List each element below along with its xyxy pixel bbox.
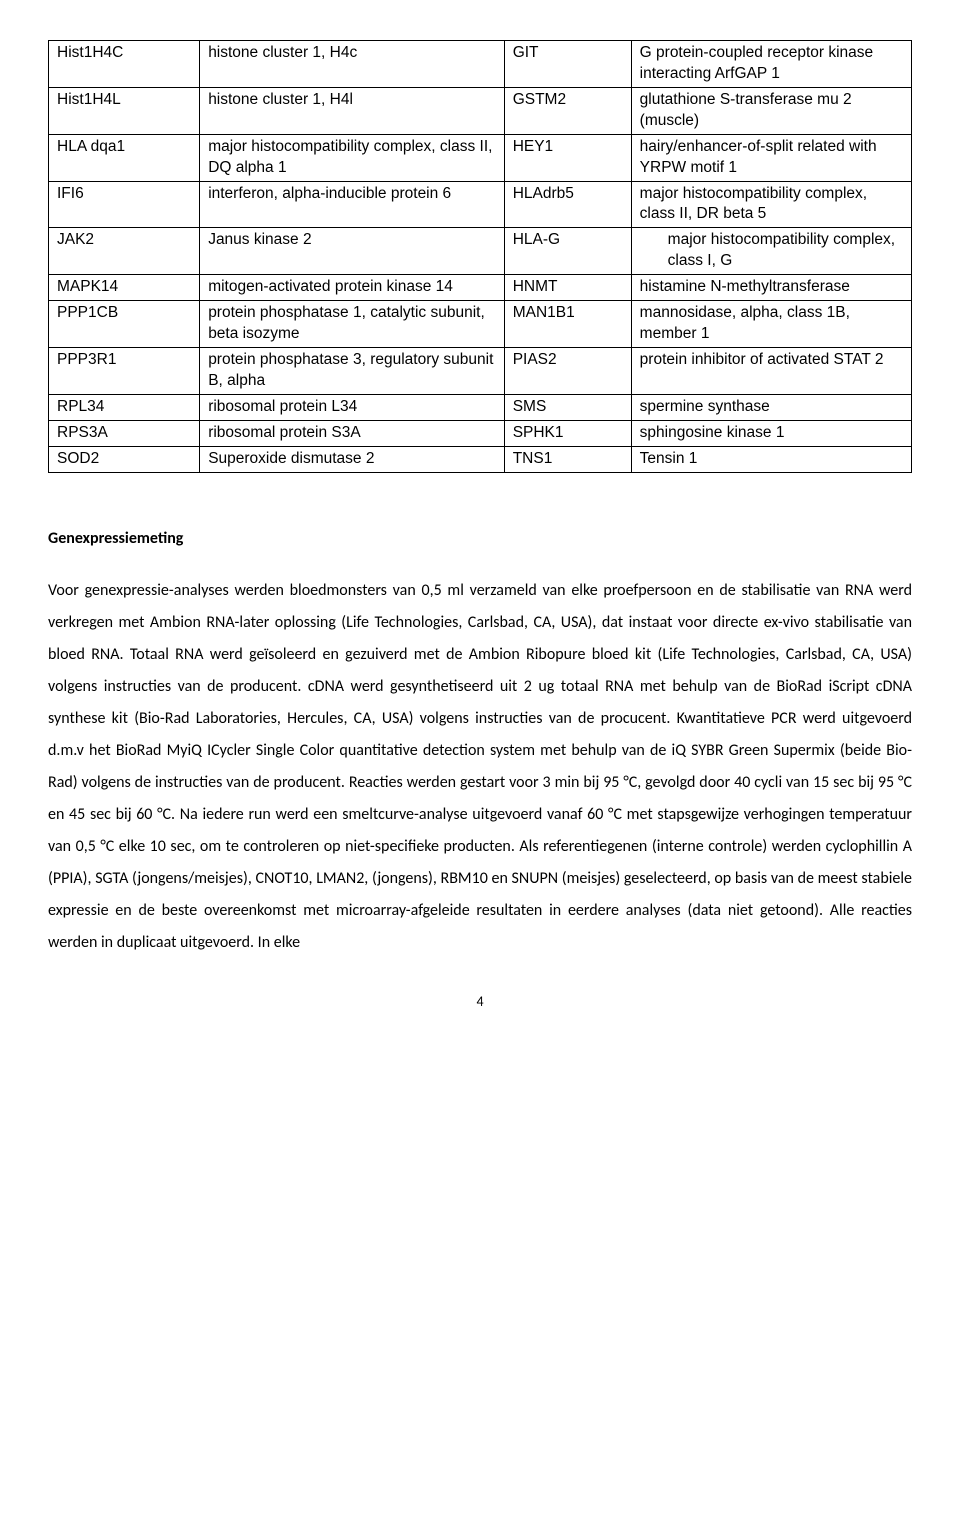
- section-heading: Genexpressiemeting: [48, 528, 912, 550]
- gene-desc-left: histone cluster 1, H4l: [200, 87, 505, 134]
- gene-symbol-right: HLA-G: [504, 228, 631, 275]
- gene-desc-right: spermine synthase: [631, 394, 911, 420]
- table-row: JAK2Janus kinase 2HLA-Gmajor histocompat…: [49, 228, 912, 275]
- gene-desc-left: mitogen-activated protein kinase 14: [200, 275, 505, 301]
- table-row: RPL34ribosomal protein L34SMSspermine sy…: [49, 394, 912, 420]
- gene-symbol-left: Hist1H4C: [49, 41, 200, 88]
- gene-symbol-left: RPL34: [49, 394, 200, 420]
- gene-desc-left: protein phosphatase 1, catalytic subunit…: [200, 301, 505, 348]
- gene-desc-right: mannosidase, alpha, class 1B, member 1: [631, 301, 911, 348]
- table-row: HLA dqa1major histocompatibility complex…: [49, 134, 912, 181]
- gene-desc-right: sphingosine kinase 1: [631, 420, 911, 446]
- gene-desc-right: hairy/enhancer-of-split related with YRP…: [631, 134, 911, 181]
- gene-desc-right: Tensin 1: [631, 446, 911, 472]
- table-row: MAPK14mitogen-activated protein kinase 1…: [49, 275, 912, 301]
- gene-symbol-right: HEY1: [504, 134, 631, 181]
- gene-symbol-left: PPP1CB: [49, 301, 200, 348]
- gene-symbol-right: HNMT: [504, 275, 631, 301]
- gene-symbol-left: IFI6: [49, 181, 200, 228]
- table-row: PPP1CBprotein phosphatase 1, catalytic s…: [49, 301, 912, 348]
- gene-desc-right: major histocompatibility complex, class …: [631, 181, 911, 228]
- gene-symbol-left: Hist1H4L: [49, 87, 200, 134]
- gene-symbol-left: JAK2: [49, 228, 200, 275]
- gene-desc-left: major histocompatibility complex, class …: [200, 134, 505, 181]
- gene-symbol-right: MAN1B1: [504, 301, 631, 348]
- gene-symbol-right: TNS1: [504, 446, 631, 472]
- gene-symbol-left: RPS3A: [49, 420, 200, 446]
- gene-symbol-left: HLA dqa1: [49, 134, 200, 181]
- gene-desc-right: protein inhibitor of activated STAT 2: [631, 347, 911, 394]
- gene-desc-left: ribosomal protein S3A: [200, 420, 505, 446]
- gene-desc-right: histamine N-methyltransferase: [631, 275, 911, 301]
- gene-symbol-right: GIT: [504, 41, 631, 88]
- gene-desc-right: G protein-coupled receptor kinase intera…: [631, 41, 911, 88]
- table-row: Hist1H4Lhistone cluster 1, H4lGSTM2gluta…: [49, 87, 912, 134]
- gene-desc-left: protein phosphatase 3, regulatory subuni…: [200, 347, 505, 394]
- table-row: RPS3Aribosomal protein S3ASPHK1sphingosi…: [49, 420, 912, 446]
- gene-desc-left: Janus kinase 2: [200, 228, 505, 275]
- gene-symbol-right: SPHK1: [504, 420, 631, 446]
- gene-symbol-right: PIAS2: [504, 347, 631, 394]
- table-row: SOD2Superoxide dismutase 2TNS1Tensin 1: [49, 446, 912, 472]
- gene-desc-left: ribosomal protein L34: [200, 394, 505, 420]
- gene-desc-left: interferon, alpha-inducible protein 6: [200, 181, 505, 228]
- gene-symbol-right: GSTM2: [504, 87, 631, 134]
- gene-symbol-left: SOD2: [49, 446, 200, 472]
- gene-desc-left: histone cluster 1, H4c: [200, 41, 505, 88]
- gene-desc-right: major histocompatibility complex, class …: [631, 228, 911, 275]
- gene-symbol-left: MAPK14: [49, 275, 200, 301]
- gene-symbol-left: PPP3R1: [49, 347, 200, 394]
- table-row: Hist1H4Chistone cluster 1, H4cGITG prote…: [49, 41, 912, 88]
- page-number: 4: [48, 993, 912, 1012]
- body-paragraph: Voor genexpressie-analyses werden bloedm…: [48, 575, 912, 959]
- gene-desc-right: glutathione S-transferase mu 2 (muscle): [631, 87, 911, 134]
- gene-desc-left: Superoxide dismutase 2: [200, 446, 505, 472]
- table-row: PPP3R1protein phosphatase 3, regulatory …: [49, 347, 912, 394]
- gene-symbol-right: SMS: [504, 394, 631, 420]
- table-row: IFI6interferon, alpha-inducible protein …: [49, 181, 912, 228]
- gene-symbol-right: HLAdrb5: [504, 181, 631, 228]
- gene-table: Hist1H4Chistone cluster 1, H4cGITG prote…: [48, 40, 912, 473]
